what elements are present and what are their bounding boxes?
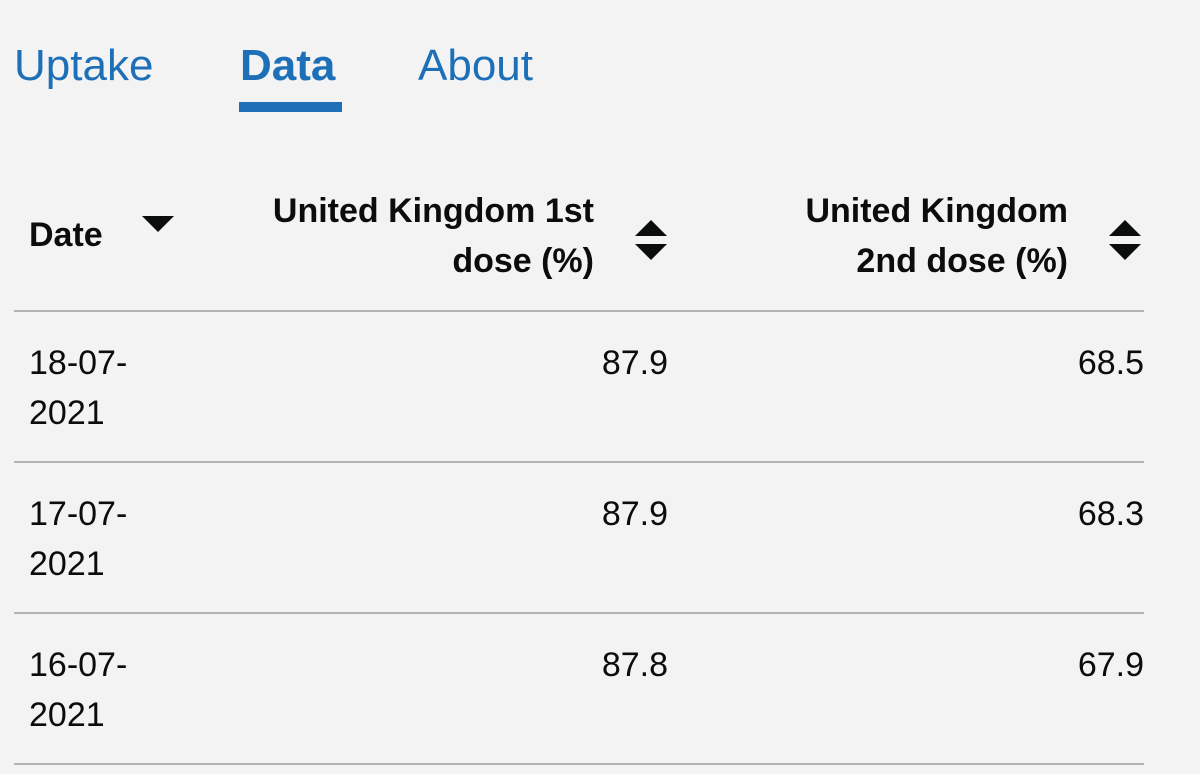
cell-date: 18-07-2021: [29, 344, 128, 432]
column-header-first-dose[interactable]: United Kingdom 1st dose (%): [272, 192, 594, 280]
sort-both-icon[interactable]: [1109, 220, 1141, 262]
cell-second-dose: 67.9: [1077, 646, 1144, 684]
cell-date: 17-07-2021: [29, 495, 128, 583]
tab-uptake[interactable]: Uptake: [14, 41, 154, 90]
cell-first-dose: 87.9: [601, 495, 668, 533]
tab-data[interactable]: Data: [240, 41, 336, 90]
table-row: 16-07-2021 87.8 67.9: [14, 614, 1144, 765]
cell-second-dose: 68.3: [1077, 495, 1144, 533]
cell-first-dose: 87.9: [601, 344, 668, 382]
sort-descending-icon[interactable]: [142, 216, 174, 232]
table-row: 18-07-2021 87.9 68.5: [14, 312, 1144, 463]
table-header: Date United Kingdom 1st dose (%) United …: [14, 170, 1144, 312]
active-tab-indicator: [239, 102, 342, 112]
cell-first-dose: 87.8: [601, 646, 668, 684]
column-header-second-dose[interactable]: United Kingdom 2nd dose (%): [805, 192, 1068, 280]
cell-second-dose: 68.5: [1077, 344, 1144, 382]
tab-about[interactable]: About: [418, 41, 533, 90]
cell-date: 16-07-2021: [29, 646, 128, 734]
table-row: 17-07-2021 87.9 68.3: [14, 463, 1144, 614]
data-table: Date United Kingdom 1st dose (%) United …: [14, 170, 1144, 765]
column-header-date[interactable]: Date: [29, 216, 103, 254]
sort-both-icon[interactable]: [635, 220, 667, 262]
